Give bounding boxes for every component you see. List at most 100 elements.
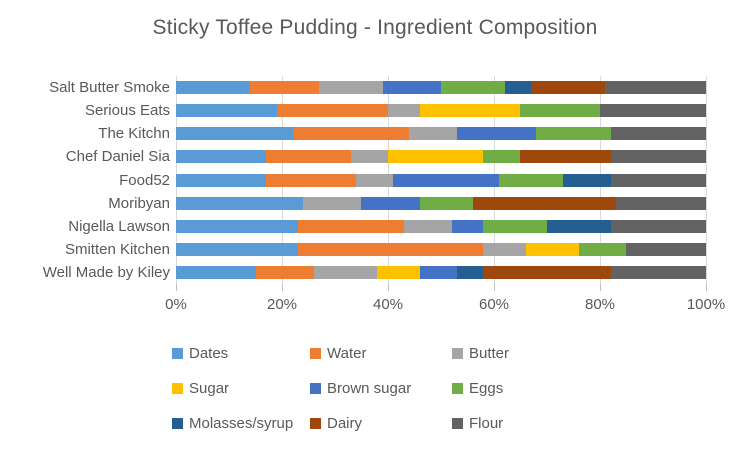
bar-segment-brown-sugar	[451, 219, 484, 233]
bar-segment-eggs	[419, 196, 473, 210]
bar-segment-dairy	[531, 81, 606, 95]
bar-segment-water	[266, 150, 351, 164]
bar-segment-butter	[409, 127, 457, 141]
bar-segment-butter	[350, 150, 388, 164]
x-tick-label: 80%	[584, 296, 616, 313]
bar-row	[176, 104, 706, 118]
bar-segment-butter	[303, 196, 362, 210]
legend-label: Eggs	[469, 379, 504, 397]
axis-tick	[282, 284, 283, 291]
bar-segment-butter	[403, 219, 452, 233]
bar-segment-sugar	[525, 242, 579, 256]
axis-tick	[600, 284, 601, 291]
bar-segment-flour	[626, 242, 706, 256]
bar-segment-dairy	[520, 150, 611, 164]
bar-segment-dates	[176, 150, 267, 164]
legend-label: Dairy	[327, 414, 363, 432]
bar-segment-dates	[176, 104, 277, 118]
bar-segment-sugar	[377, 265, 420, 279]
bar-segment-water	[255, 265, 314, 279]
x-tick-label: 60%	[478, 296, 510, 313]
bar-segment-butter	[313, 265, 378, 279]
bar-segment-brown-sugar	[393, 173, 500, 187]
bar-segment-flour	[605, 81, 706, 95]
bar-row	[176, 127, 706, 141]
category-label: The Kitchn	[98, 125, 170, 143]
x-tick-label: 0%	[165, 296, 187, 313]
legend-swatch	[172, 382, 183, 394]
bar-segment-butter	[387, 104, 420, 118]
bar-segment-molasses-syrup	[546, 219, 611, 233]
bar-segment-dates	[176, 81, 251, 95]
legend-item-molasses-syrup: Molasses/syrup	[172, 414, 294, 432]
bar-segment-eggs	[536, 127, 611, 141]
bar-segment-sugar	[419, 104, 521, 118]
bar-segment-butter	[356, 173, 394, 187]
bar-segment-flour	[610, 127, 706, 141]
bar-segment-eggs	[483, 150, 521, 164]
legend-swatch	[172, 347, 183, 359]
category-label: Chef Daniel Sia	[65, 148, 170, 166]
bar-segment-flour	[615, 196, 706, 210]
bar-segment-molasses-syrup	[456, 265, 484, 279]
plot-area	[176, 76, 707, 291]
bar-segment-water	[276, 104, 388, 118]
category-label: Serious Eats	[84, 102, 170, 120]
bar-segment-water	[266, 173, 357, 187]
bar-segment-eggs	[440, 81, 505, 95]
bar-segment-dates	[176, 242, 298, 256]
legend-item-dates: Dates	[172, 344, 229, 362]
x-tick-label: 20%	[266, 296, 298, 313]
bar-segment-water	[297, 242, 484, 256]
bar-segment-flour	[599, 104, 706, 118]
category-label: Moribyan	[108, 194, 170, 212]
gridline	[706, 76, 707, 284]
bar-segment-water	[297, 219, 404, 233]
bar-segment-dates	[176, 265, 256, 279]
bar-segment-eggs	[578, 242, 627, 256]
axis-tick	[388, 284, 389, 291]
category-label: Well Made by Kiley	[42, 263, 170, 281]
legend-item-flour: Flour	[452, 414, 504, 432]
legend-swatch	[310, 382, 321, 394]
bar-segment-sugar	[387, 150, 484, 164]
bar-segment-brown-sugar	[361, 196, 420, 210]
legend-item-brown-sugar: Brown sugar	[310, 379, 412, 397]
x-tick-label: 100%	[686, 296, 726, 313]
bar-segment-flour	[610, 173, 706, 187]
bar-row	[176, 265, 706, 279]
bar-segment-eggs	[483, 219, 547, 233]
category-label: Nigella Lawson	[68, 217, 170, 235]
legend-item-dairy: Dairy	[310, 414, 363, 432]
legend-item-sugar: Sugar	[172, 379, 230, 397]
bar-segment-dates	[176, 219, 298, 233]
bar-segment-butter	[483, 242, 526, 256]
legend-swatch	[310, 417, 321, 429]
bar-segment-dates	[176, 127, 293, 141]
legend-label: Sugar	[189, 379, 230, 397]
bar-segment-dates	[176, 196, 304, 210]
bar-segment-dates	[176, 173, 267, 187]
legend-label: Dates	[189, 344, 229, 362]
legend-label: Water	[327, 344, 367, 362]
bar-row	[176, 150, 706, 164]
legend-swatch	[452, 347, 463, 359]
bar-segment-molasses-syrup	[504, 81, 532, 95]
legend-label: Flour	[469, 414, 504, 432]
bar-segment-brown-sugar	[419, 265, 457, 279]
bar-row	[176, 81, 706, 95]
bar-segment-flour	[610, 150, 706, 164]
bar-segment-water	[250, 81, 320, 95]
category-label: Salt Butter Smoke	[49, 79, 170, 97]
bar-row	[176, 242, 706, 256]
legend-item-water: Water	[310, 344, 367, 362]
bar-segment-flour	[610, 265, 706, 279]
legend-label: Butter	[469, 344, 510, 362]
legend-label: Brown sugar	[327, 379, 412, 397]
bar-segment-brown-sugar	[382, 81, 441, 95]
axis-tick	[706, 284, 707, 291]
category-label: Food52	[119, 171, 170, 189]
legend-label: Molasses/syrup	[189, 414, 294, 432]
bar-row	[176, 219, 706, 233]
